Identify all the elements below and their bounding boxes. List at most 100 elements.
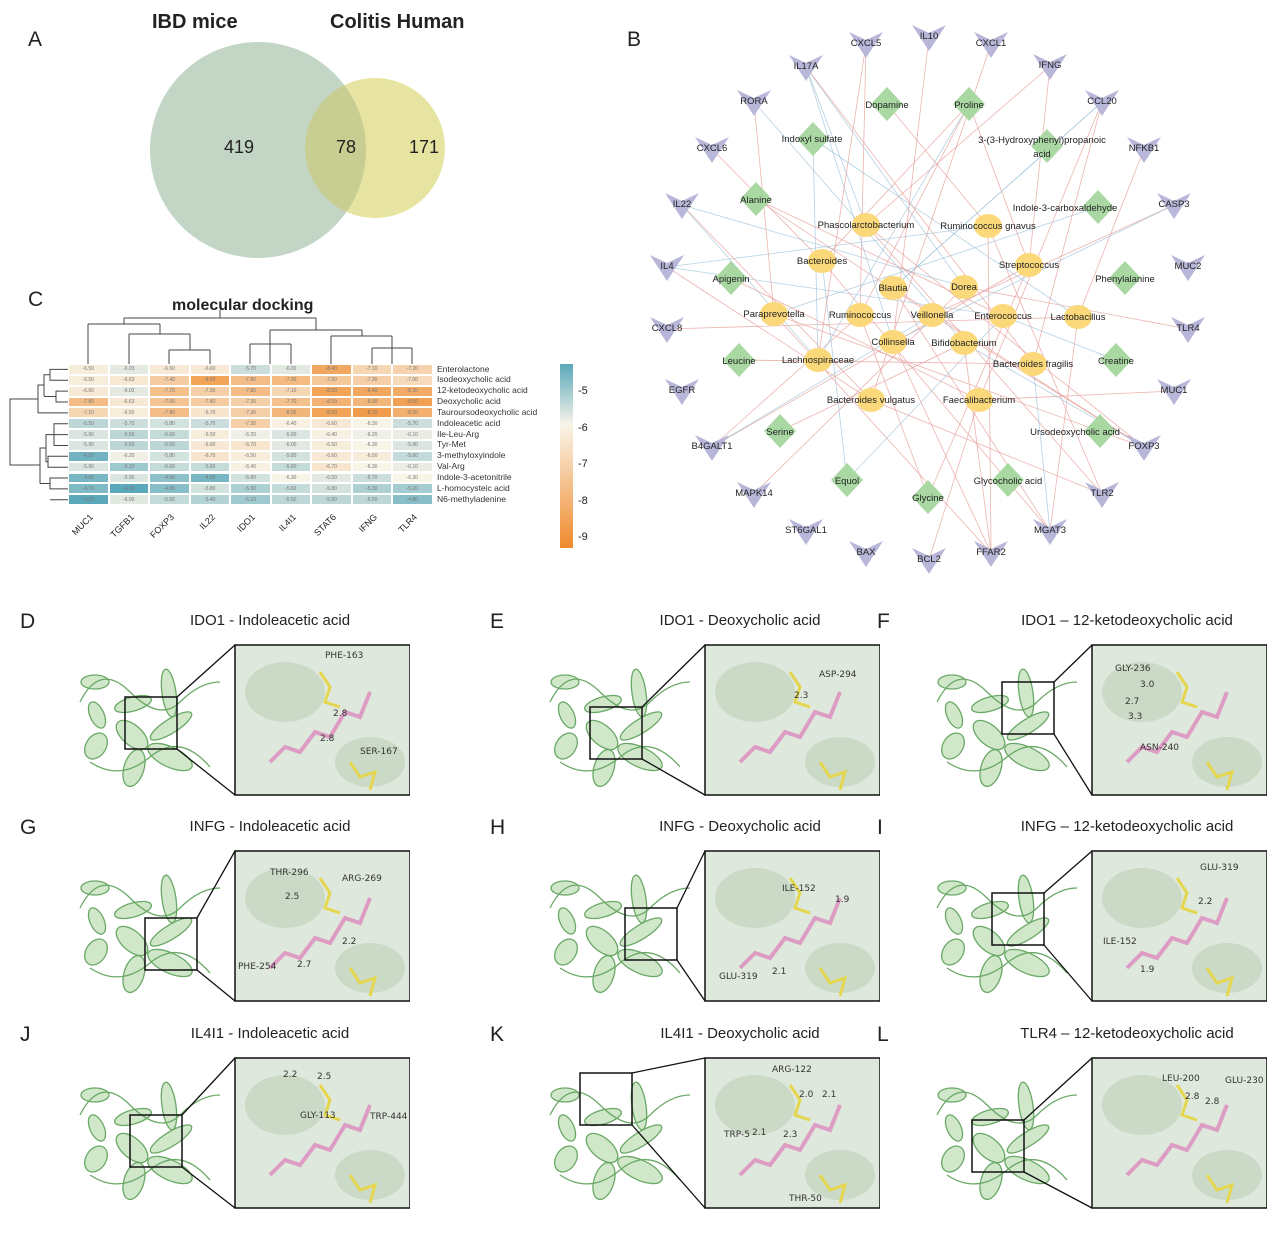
residue-label: THR-296: [270, 868, 309, 878]
metabolite-node-label: Indoxyl sulfate: [782, 134, 843, 145]
heatmap-cell: -7.10: [68, 407, 109, 419]
metabolite-node-icon: [1031, 129, 1063, 163]
metabolite-node-icon: [992, 463, 1024, 497]
residue-sticks: [1175, 1084, 1198, 1122]
heatmap-row-label: 3-methyloxyindole: [437, 450, 506, 461]
target-node-icon: [1157, 379, 1191, 405]
heatmap-cell: -7.30: [189, 385, 230, 397]
heatmap-cell: -8.60: [392, 396, 433, 408]
target-node-label: MUC1: [1161, 385, 1188, 396]
heatmap-cell: -6.00: [108, 494, 149, 506]
heatmap-cell: -6.00: [311, 472, 352, 484]
heatmap-cell: -5.50: [149, 439, 190, 451]
bond-distance-label: 2.2: [342, 937, 357, 947]
microbe-node-label: Bacteroides fragilis: [993, 359, 1074, 370]
heatmap-title: molecular docking: [172, 297, 314, 314]
heatmap-cell: -6.30: [270, 472, 311, 484]
docking-panel-l: L TLR4 – 12-ketodeoxycholic acid LEU-200 G…: [877, 1023, 1267, 1230]
microbe-node-icon: [760, 302, 788, 326]
residue-label: GLU-319: [719, 972, 758, 982]
microbe-node-icon: [857, 388, 885, 412]
bond-distance-label: 2.1: [772, 967, 787, 977]
network-edge: [1028, 65, 1051, 266]
heatmap-cell: -6.40: [230, 461, 271, 473]
microbe-node-label: Veillonella: [911, 310, 954, 321]
heatmap-cell: -7.30: [351, 374, 392, 386]
protein-cartoon: [549, 1081, 691, 1201]
docking-panel-title: IL4I1 - Deoxycholic acid: [660, 1025, 820, 1042]
heatmap-row-label: L-homocysteic acid: [437, 482, 510, 493]
target-node-icon: [974, 541, 1008, 567]
protein-structure-illustration: [936, 1057, 1267, 1209]
residue-sticks: [318, 877, 341, 915]
heatmap-cell: -6.20: [351, 429, 392, 440]
panel-letter: E: [490, 610, 505, 633]
colorbar-tick-label: -5: [578, 385, 588, 397]
heatmap-row-label: Ile-Leu-Arg: [437, 428, 480, 439]
heatmap-cell: -8.40: [311, 364, 352, 375]
metabolite-node-label: Serine: [766, 427, 793, 438]
metabolite-node-label: acid: [1033, 149, 1050, 160]
venn-count-ibd-only: 419: [224, 137, 255, 157]
heatmap-cell: -6.00: [270, 439, 311, 451]
target-node-icon: [650, 317, 684, 343]
protein-structure-illustration: [549, 1057, 880, 1209]
bond-distance-label: 2.7: [297, 960, 312, 970]
metabolite-node-icon: [797, 122, 829, 156]
network-edge: [711, 314, 861, 448]
residue-label: ASN-240: [1140, 743, 1180, 753]
heatmap-cell: -4.70: [68, 483, 109, 495]
microbe-node-label: Faecalibacterium: [943, 395, 1015, 406]
microbe-node-label: Enterococcus: [974, 311, 1032, 322]
residue-label: ARG-269: [342, 874, 382, 884]
ligand-sticks: [268, 897, 372, 970]
heatmap-cell: -4.80: [149, 483, 190, 495]
heatmap-cell: -4.90: [149, 472, 190, 484]
microbe-node-label: Dorea: [951, 282, 978, 293]
bond-distance-label: 3.0: [1140, 680, 1155, 690]
metabolite-node-label: Glycine: [912, 493, 944, 504]
zoom-region-box: [129, 1114, 183, 1168]
heatmap-cell: -5.50: [351, 494, 392, 506]
target-node-label: TLR4: [1176, 323, 1199, 334]
venn-count-colitis-only: 171: [409, 137, 440, 157]
colorbar-tick-label: -8: [578, 494, 588, 507]
protein-cartoon: [936, 1081, 1078, 1201]
protein-cartoon: [936, 668, 1078, 788]
target-node-label: RORA: [740, 96, 768, 107]
target-node-label: CXCL6: [697, 143, 728, 154]
microbe-node-label: Lactobacillus: [1051, 312, 1106, 323]
heatmap-cell: -6.10: [392, 429, 433, 440]
target-node-label: CXCL8: [652, 323, 683, 334]
heatmap-cell: -7.80: [230, 385, 271, 397]
protein-structure-illustration: [549, 850, 880, 1002]
network-edge: [1032, 101, 1103, 365]
row-dendrogram: [28, 368, 68, 414]
heatmap-cell: -5.90: [68, 439, 109, 451]
heatmap-cell: -6.70: [189, 450, 230, 462]
network-edge: [779, 342, 965, 432]
heatmap-cell: -5.50: [68, 418, 109, 430]
heatmap-cell: -6.50: [108, 407, 149, 419]
heatmap-cell: -7.90: [270, 374, 311, 386]
heatmap-cell: -6.60: [149, 364, 190, 375]
heatmap-cell: -6.60: [311, 418, 352, 430]
target-node-label: IL4: [660, 261, 673, 272]
network-edge: [968, 103, 1030, 266]
network-edge: [1049, 316, 1079, 532]
protein-structure-illustration: [79, 850, 410, 1002]
protein-cartoon: [79, 1081, 221, 1201]
target-node-label: FFAR2: [976, 547, 1006, 558]
residue-sticks: [788, 671, 811, 709]
heatmap-cell: -8.50: [311, 407, 352, 419]
target-node-label: FOXP3: [1128, 441, 1159, 452]
docking-panel-f: F IDO1 – 12-ketodeoxycholic acid GLY-236 3…: [877, 610, 1267, 817]
microbe-node-label: Ruminococcus gnavus: [940, 221, 1036, 232]
target-node-icon: [789, 519, 823, 545]
network-edge: [859, 43, 867, 316]
heatmap-cell: -7.70: [270, 396, 311, 408]
ligand-sticks: [738, 897, 842, 970]
metabolite-node-icon: [912, 480, 944, 514]
heatmap-cell: -8.00: [351, 396, 392, 408]
docking-panel-title: IDO1 – 12-ketodeoxycholic acid: [1021, 612, 1233, 629]
